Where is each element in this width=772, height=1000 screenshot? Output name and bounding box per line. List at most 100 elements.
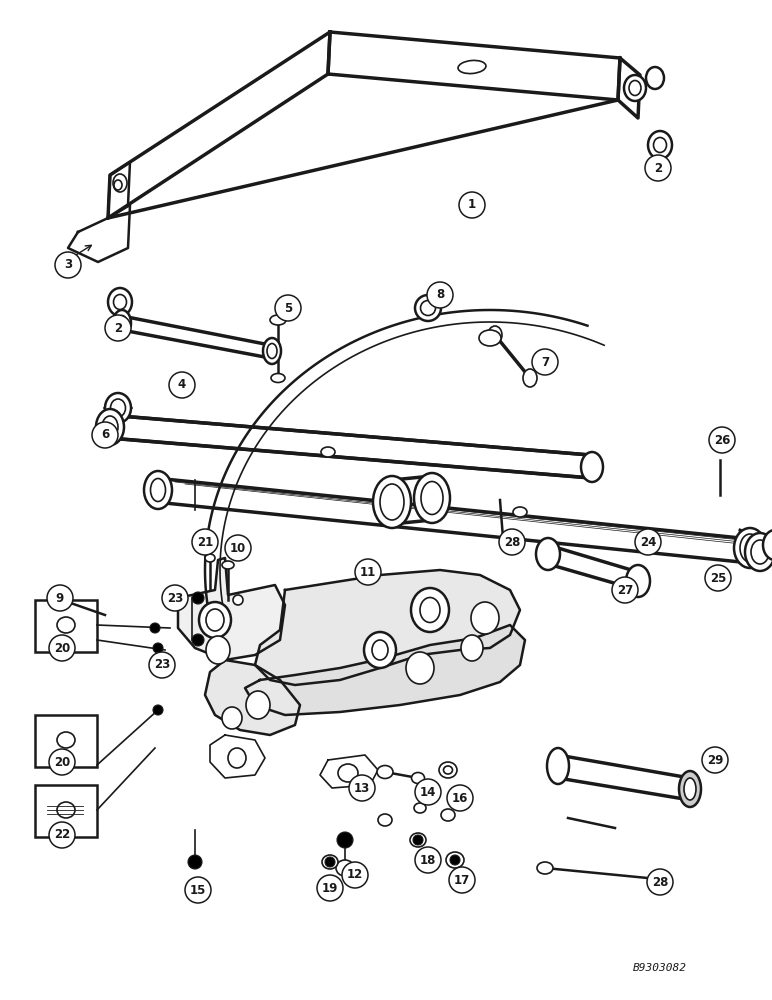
Circle shape bbox=[275, 295, 301, 321]
Ellipse shape bbox=[205, 554, 215, 562]
Ellipse shape bbox=[414, 803, 426, 813]
Circle shape bbox=[415, 847, 441, 873]
Circle shape bbox=[709, 427, 735, 453]
Ellipse shape bbox=[581, 452, 603, 482]
Ellipse shape bbox=[421, 482, 443, 514]
Ellipse shape bbox=[378, 814, 392, 826]
Ellipse shape bbox=[222, 707, 242, 729]
Text: 28: 28 bbox=[652, 876, 669, 888]
Ellipse shape bbox=[488, 326, 502, 344]
Circle shape bbox=[150, 623, 160, 633]
Ellipse shape bbox=[336, 860, 354, 876]
Text: 17: 17 bbox=[454, 874, 470, 886]
Ellipse shape bbox=[420, 597, 440, 622]
Ellipse shape bbox=[338, 764, 358, 782]
Text: 18: 18 bbox=[420, 854, 436, 866]
Circle shape bbox=[702, 747, 728, 773]
Text: 1: 1 bbox=[468, 198, 476, 212]
Circle shape bbox=[49, 749, 75, 775]
Circle shape bbox=[342, 862, 368, 888]
Circle shape bbox=[55, 252, 81, 278]
Ellipse shape bbox=[536, 538, 560, 570]
Circle shape bbox=[355, 559, 381, 585]
Ellipse shape bbox=[117, 316, 127, 330]
Circle shape bbox=[349, 775, 375, 801]
Text: 19: 19 bbox=[322, 882, 338, 894]
Text: 24: 24 bbox=[640, 536, 656, 548]
Ellipse shape bbox=[380, 484, 404, 520]
Ellipse shape bbox=[372, 640, 388, 660]
Ellipse shape bbox=[57, 732, 75, 748]
Ellipse shape bbox=[246, 691, 270, 719]
Text: 2: 2 bbox=[114, 322, 122, 334]
Ellipse shape bbox=[461, 635, 483, 661]
Ellipse shape bbox=[411, 588, 449, 632]
Text: 23: 23 bbox=[154, 658, 170, 672]
Ellipse shape bbox=[406, 652, 434, 684]
Text: 25: 25 bbox=[709, 572, 726, 584]
Text: 13: 13 bbox=[354, 782, 370, 794]
Text: 11: 11 bbox=[360, 566, 376, 578]
Circle shape bbox=[225, 535, 251, 561]
Text: 7: 7 bbox=[541, 356, 549, 368]
Ellipse shape bbox=[415, 295, 441, 321]
Polygon shape bbox=[178, 558, 285, 660]
Ellipse shape bbox=[373, 476, 411, 528]
Ellipse shape bbox=[624, 75, 646, 101]
Ellipse shape bbox=[108, 288, 132, 316]
Text: 4: 4 bbox=[178, 378, 186, 391]
Circle shape bbox=[532, 349, 558, 375]
Text: 3: 3 bbox=[64, 258, 72, 271]
Ellipse shape bbox=[364, 632, 396, 668]
Ellipse shape bbox=[411, 772, 425, 784]
Ellipse shape bbox=[206, 636, 230, 664]
Ellipse shape bbox=[410, 833, 426, 847]
Ellipse shape bbox=[646, 67, 664, 89]
Ellipse shape bbox=[57, 802, 75, 818]
Circle shape bbox=[635, 529, 661, 555]
Ellipse shape bbox=[113, 174, 127, 192]
Ellipse shape bbox=[263, 338, 281, 364]
Ellipse shape bbox=[102, 416, 118, 438]
Ellipse shape bbox=[105, 393, 131, 423]
Circle shape bbox=[149, 652, 175, 678]
Polygon shape bbox=[205, 660, 300, 735]
Ellipse shape bbox=[523, 369, 537, 387]
Circle shape bbox=[49, 635, 75, 661]
Text: 23: 23 bbox=[167, 591, 183, 604]
Circle shape bbox=[459, 192, 485, 218]
Ellipse shape bbox=[648, 131, 672, 159]
Text: 27: 27 bbox=[617, 584, 633, 596]
Circle shape bbox=[647, 869, 673, 895]
Circle shape bbox=[499, 529, 525, 555]
Circle shape bbox=[153, 705, 163, 715]
Text: 10: 10 bbox=[230, 542, 246, 554]
Text: 16: 16 bbox=[452, 792, 468, 804]
Text: 15: 15 bbox=[190, 884, 206, 896]
Circle shape bbox=[612, 577, 638, 603]
Circle shape bbox=[337, 832, 353, 848]
Text: 2: 2 bbox=[654, 161, 662, 174]
Ellipse shape bbox=[271, 373, 285, 382]
Ellipse shape bbox=[267, 344, 277, 359]
Ellipse shape bbox=[441, 809, 455, 821]
Ellipse shape bbox=[233, 595, 243, 605]
Text: 20: 20 bbox=[54, 756, 70, 768]
Circle shape bbox=[162, 585, 188, 611]
Circle shape bbox=[49, 822, 75, 848]
Ellipse shape bbox=[471, 602, 499, 634]
Ellipse shape bbox=[113, 294, 127, 310]
Ellipse shape bbox=[228, 748, 246, 768]
Text: 6: 6 bbox=[101, 428, 109, 442]
Circle shape bbox=[192, 529, 218, 555]
Circle shape bbox=[192, 634, 204, 646]
Ellipse shape bbox=[547, 748, 569, 784]
Circle shape bbox=[645, 155, 671, 181]
Ellipse shape bbox=[443, 766, 452, 774]
Polygon shape bbox=[245, 625, 525, 715]
Ellipse shape bbox=[446, 852, 464, 868]
Circle shape bbox=[169, 372, 195, 398]
Ellipse shape bbox=[222, 561, 234, 569]
Ellipse shape bbox=[458, 60, 486, 74]
Text: 14: 14 bbox=[420, 786, 436, 798]
